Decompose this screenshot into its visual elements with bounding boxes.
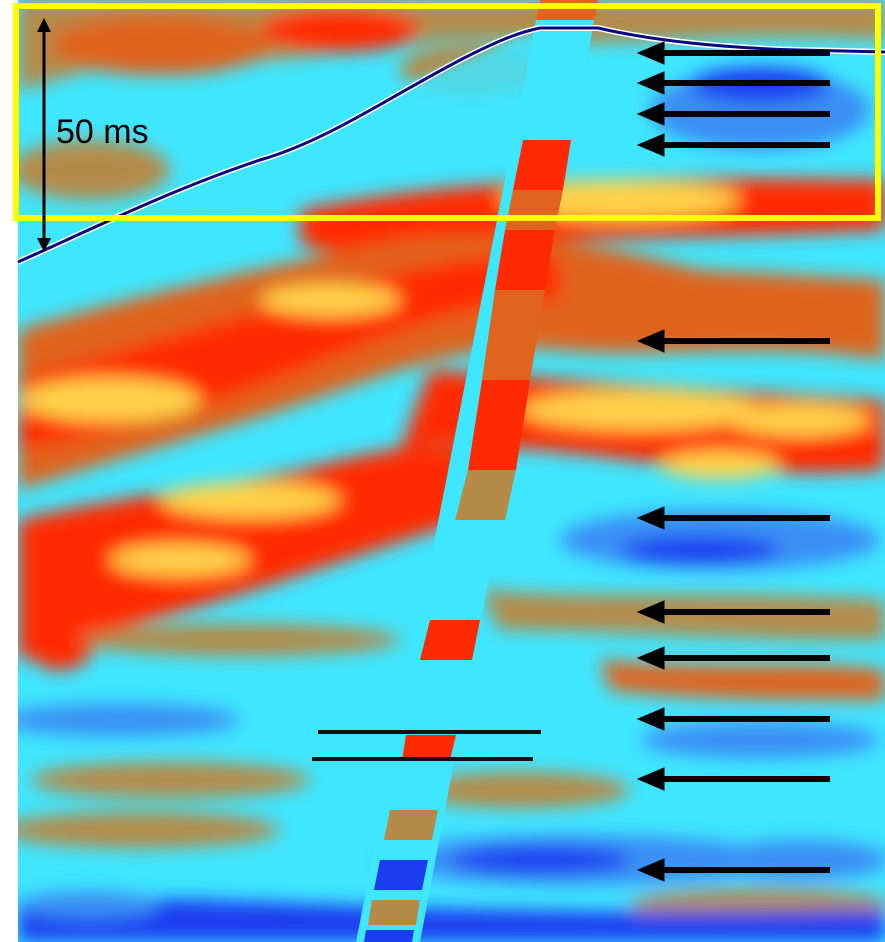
arrow-11 [636, 858, 830, 882]
arrow-5 [636, 329, 830, 353]
arrow-9 [636, 707, 830, 731]
horizon-line [17, 26, 885, 264]
arrow-2 [636, 71, 830, 95]
annotation-arrows [636, 41, 830, 882]
highlight-box [13, 3, 881, 221]
scale-bar-arrow-up [37, 18, 51, 32]
horizon-cyan-zone [18, 30, 540, 290]
arrow-10 [636, 767, 830, 791]
scale-label: 50 ms [56, 113, 149, 151]
arrow-7 [636, 600, 830, 624]
scale-bar [37, 18, 51, 252]
arrow-1 [636, 41, 830, 65]
scale-bar-arrow-down [37, 238, 51, 252]
arrow-3 [636, 102, 830, 126]
arrow-6 [636, 506, 830, 530]
arrow-8 [636, 646, 830, 670]
arrow-4 [636, 133, 830, 157]
